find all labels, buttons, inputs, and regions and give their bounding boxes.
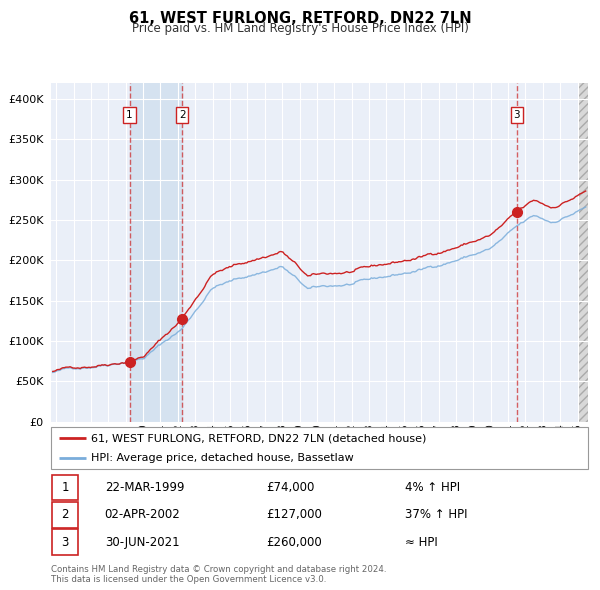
Text: ≈ HPI: ≈ HPI bbox=[406, 536, 438, 549]
Text: Price paid vs. HM Land Registry's House Price Index (HPI): Price paid vs. HM Land Registry's House … bbox=[131, 22, 469, 35]
Text: 02-APR-2002: 02-APR-2002 bbox=[105, 508, 181, 522]
Text: This data is licensed under the Open Government Licence v3.0.: This data is licensed under the Open Gov… bbox=[51, 575, 326, 584]
Text: £74,000: £74,000 bbox=[266, 481, 314, 494]
Bar bbox=[130, 83, 182, 422]
Text: 37% ↑ HPI: 37% ↑ HPI bbox=[406, 508, 468, 522]
Bar bbox=[578, 83, 588, 422]
Text: 2: 2 bbox=[61, 508, 69, 522]
Text: HPI: Average price, detached house, Bassetlaw: HPI: Average price, detached house, Bass… bbox=[91, 453, 354, 463]
Text: 22-MAR-1999: 22-MAR-1999 bbox=[105, 481, 184, 494]
Text: 3: 3 bbox=[514, 110, 520, 120]
FancyBboxPatch shape bbox=[52, 474, 78, 500]
Text: £260,000: £260,000 bbox=[266, 536, 322, 549]
FancyBboxPatch shape bbox=[51, 427, 588, 469]
Text: 1: 1 bbox=[61, 481, 69, 494]
Text: 1: 1 bbox=[126, 110, 133, 120]
Text: Contains HM Land Registry data © Crown copyright and database right 2024.: Contains HM Land Registry data © Crown c… bbox=[51, 565, 386, 574]
Text: 30-JUN-2021: 30-JUN-2021 bbox=[105, 536, 179, 549]
FancyBboxPatch shape bbox=[52, 529, 78, 555]
Text: 61, WEST FURLONG, RETFORD, DN22 7LN (detached house): 61, WEST FURLONG, RETFORD, DN22 7LN (det… bbox=[91, 433, 427, 443]
Text: 61, WEST FURLONG, RETFORD, DN22 7LN: 61, WEST FURLONG, RETFORD, DN22 7LN bbox=[128, 11, 472, 25]
FancyBboxPatch shape bbox=[52, 502, 78, 527]
Text: 2: 2 bbox=[179, 110, 185, 120]
Text: 4% ↑ HPI: 4% ↑ HPI bbox=[406, 481, 461, 494]
Text: 3: 3 bbox=[61, 536, 68, 549]
Text: £127,000: £127,000 bbox=[266, 508, 322, 522]
